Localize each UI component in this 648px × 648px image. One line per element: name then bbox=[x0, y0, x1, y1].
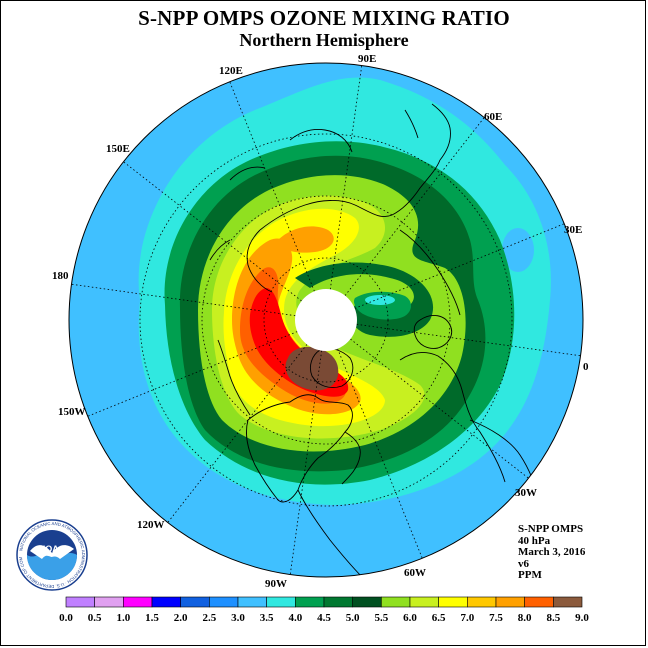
ozone-band-8-5 bbox=[285, 346, 339, 391]
info-instrument: S-NPP OMPS bbox=[518, 523, 584, 535]
lon-label-0: 0 bbox=[583, 361, 589, 373]
graticule bbox=[71, 65, 581, 575]
latitude-circle bbox=[263, 257, 389, 383]
latitude-circle bbox=[201, 195, 451, 445]
lon-label-120w: 120W bbox=[137, 519, 165, 531]
info-date: March 3, 2016 bbox=[518, 546, 586, 558]
lon-label-60w: 60W bbox=[404, 567, 426, 579]
meridian-line bbox=[71, 283, 296, 317]
latitude-circle bbox=[139, 133, 513, 507]
meridian-line bbox=[356, 323, 581, 357]
page-title: S-NPP OMPS OZONE MIXING RATIO bbox=[138, 6, 510, 30]
meridian-line bbox=[123, 161, 302, 302]
info-block: S-NPP OMPS 40 hPa March 3, 2016 v6 PPM bbox=[518, 523, 586, 582]
lon-label-150w: 150W bbox=[58, 406, 86, 418]
ozone-cell-6-5-north bbox=[278, 226, 334, 253]
info-level: 40 hPa bbox=[518, 534, 551, 547]
longitude-labels: 120E 90E 60E 30E 0 30W 60W 90W 120W 150W… bbox=[52, 53, 589, 590]
noaa-logo-icon: NOAA NATIONAL OCEANIC AND ATMOSPHERIC AD… bbox=[16, 519, 88, 591]
meridian-line bbox=[87, 331, 298, 417]
lon-label-60e: 60E bbox=[484, 111, 502, 123]
meridian-line bbox=[350, 338, 529, 479]
lon-label-150e: 150E bbox=[106, 143, 130, 155]
info-units: PPM bbox=[518, 569, 542, 581]
meridian-line bbox=[167, 344, 308, 523]
meridian-line bbox=[329, 65, 363, 290]
meridian-line bbox=[337, 348, 423, 559]
lon-label-90e: 90E bbox=[358, 53, 376, 65]
pole-mask bbox=[295, 289, 357, 351]
lon-label-180: 180 bbox=[52, 270, 69, 282]
meridian-line bbox=[229, 81, 315, 292]
ozone-cell-3-5-arctic bbox=[365, 295, 395, 305]
coastlines bbox=[209, 103, 541, 577]
lon-label-30w: 30W bbox=[515, 487, 537, 499]
info-version: v6 bbox=[518, 557, 529, 570]
map-boundary bbox=[68, 62, 584, 578]
svg-text:NOAA: NOAA bbox=[39, 544, 66, 554]
lon-label-120e: 120E bbox=[219, 65, 243, 77]
meridian-line bbox=[289, 350, 323, 575]
meridian-line bbox=[344, 117, 485, 296]
page-subtitle: Northern Hemisphere bbox=[239, 30, 409, 50]
lon-label-90w: 90W bbox=[265, 578, 287, 590]
meridian-line bbox=[354, 223, 565, 309]
lon-label-30e: 30E bbox=[564, 224, 582, 236]
